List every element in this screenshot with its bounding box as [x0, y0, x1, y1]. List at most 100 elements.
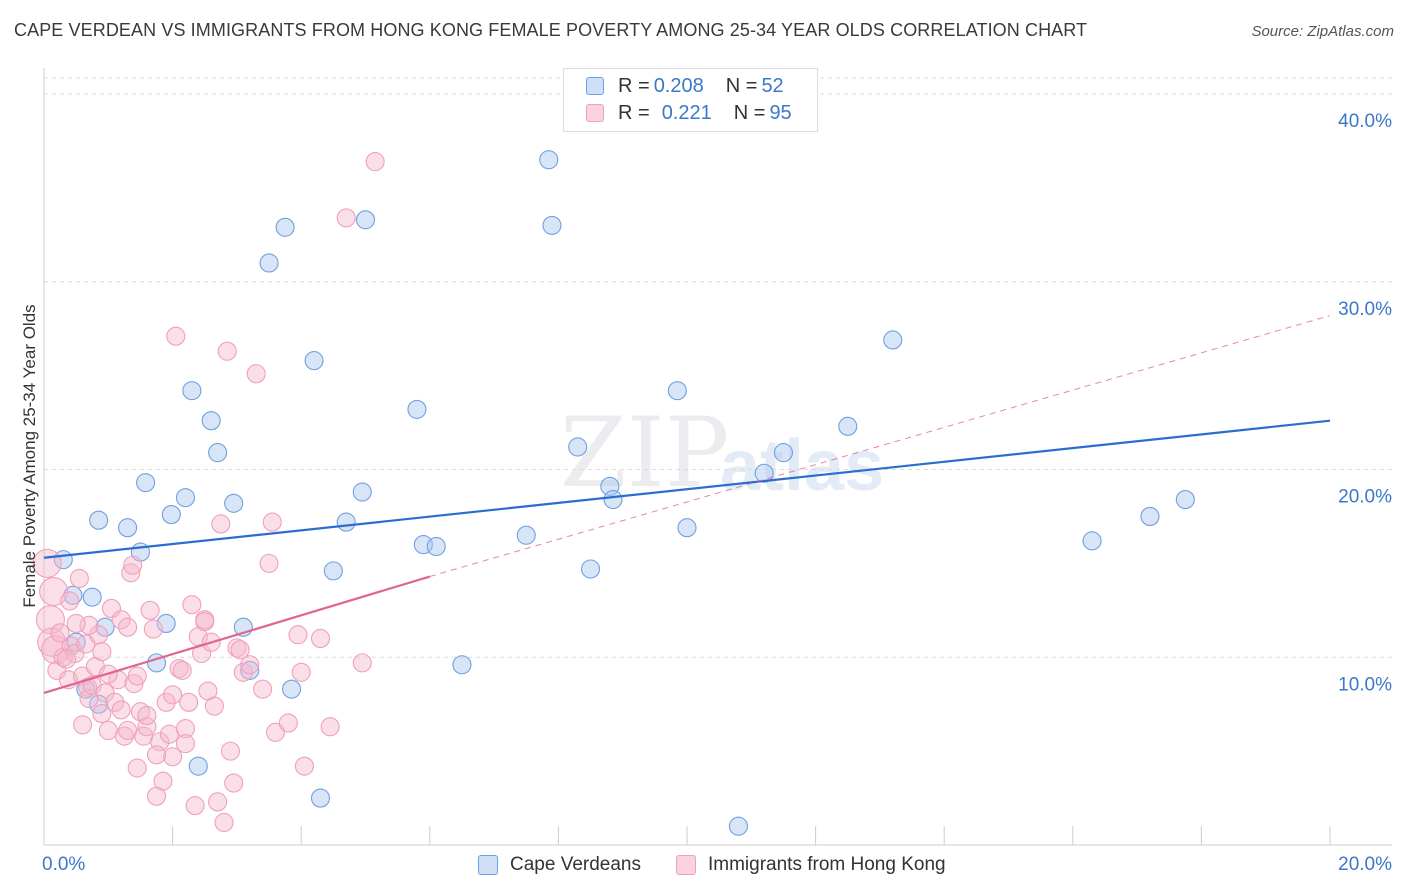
point-cape-verdean	[224, 493, 244, 513]
point-hong-kong	[50, 623, 70, 643]
axes	[43, 68, 1392, 846]
point-hong-kong	[118, 617, 138, 637]
point-cape-verdean	[728, 816, 748, 836]
legend-label: Immigrants from Hong Kong	[708, 854, 946, 875]
r-value: 0.208	[653, 74, 704, 97]
point-hong-kong	[56, 649, 77, 669]
point-hong-kong	[53, 647, 73, 667]
point-hong-kong	[233, 662, 253, 682]
y-tick-label: 40.0%	[1338, 111, 1392, 132]
point-cape-verdean	[355, 210, 376, 230]
point-hong-kong	[92, 704, 112, 724]
point-hong-kong	[204, 696, 224, 716]
y-axis-label: Female Poverty Among 25-34 Year Olds	[20, 304, 39, 608]
x-tick-label: 20.0%	[1338, 854, 1392, 875]
point-cape-verdean	[182, 381, 202, 401]
trend-line-hong-kong-extension	[429, 315, 1331, 577]
point-cape-verdean	[677, 518, 697, 538]
point-hong-kong	[69, 568, 89, 588]
point-hong-kong	[127, 758, 147, 778]
point-hong-kong	[111, 610, 131, 630]
point-hong-kong	[240, 655, 260, 675]
point-hong-kong	[259, 553, 279, 573]
r-value: 0.221	[661, 101, 712, 124]
point-hong-kong	[208, 792, 228, 812]
point-hong-kong	[320, 717, 340, 737]
n-value: 95	[769, 101, 792, 124]
point-hong-kong	[175, 734, 196, 754]
point-cape-verdean	[773, 443, 794, 463]
point-cape-verdean	[539, 150, 559, 170]
point-hong-kong	[137, 717, 157, 737]
point-cape-verdean	[516, 525, 536, 545]
r-label: R =	[618, 74, 650, 97]
point-hong-kong	[73, 715, 93, 735]
point-cape-verdean	[275, 217, 295, 237]
point-hong-kong	[230, 640, 250, 660]
point-hong-kong	[166, 326, 186, 346]
point-hong-kong	[294, 756, 314, 776]
point-hong-kong	[98, 720, 118, 741]
point-hong-kong	[182, 595, 202, 615]
point-hong-kong	[159, 724, 179, 744]
point-hong-kong	[76, 634, 96, 654]
chart-title: CAPE VERDEAN VS IMMIGRANTS FROM HONG KON…	[14, 20, 1088, 40]
point-cape-verdean	[426, 536, 446, 557]
point-hong-kong	[185, 796, 205, 816]
point-hong-kong	[214, 812, 234, 833]
point-cape-verdean	[542, 215, 562, 235]
point-hong-kong	[169, 658, 189, 679]
legend-item-hong-kong: Immigrants from Hong Kong	[676, 854, 946, 876]
x-tick-label: 0.0%	[42, 854, 85, 875]
watermark-atlas: atlas	[720, 426, 884, 506]
point-hong-kong	[291, 662, 311, 682]
point-cape-verdean	[161, 505, 181, 525]
point-hong-kong	[143, 619, 163, 639]
n-label: N =	[725, 74, 758, 97]
trend-line-cape-verdeans	[43, 419, 1331, 559]
point-cape-verdean	[136, 473, 156, 493]
point-cape-verdean	[259, 253, 279, 273]
point-cape-verdean	[240, 660, 260, 680]
stats-row-cape-verdeans: R = 0.208 N = 52	[586, 75, 784, 97]
point-hong-kong	[121, 563, 141, 583]
point-hong-kong	[365, 152, 385, 172]
point-cape-verdean	[310, 788, 331, 808]
point-cape-verdean	[1140, 506, 1160, 526]
legend-swatch-cape-verdeans	[478, 855, 498, 875]
point-hong-kong	[66, 613, 86, 634]
point-hong-kong	[224, 773, 244, 793]
point-hong-kong	[163, 747, 183, 767]
legend-swatch-hong-kong	[676, 855, 696, 875]
point-hong-kong	[352, 653, 372, 673]
n-label: N =	[733, 101, 766, 124]
point-hong-kong	[172, 660, 192, 680]
point-cape-verdean	[407, 399, 427, 419]
y-tick-label: 20.0%	[1338, 487, 1392, 508]
n-value: 52	[761, 74, 784, 97]
point-cape-verdean	[156, 613, 176, 634]
tick-labels: 10.0% 20.0% 30.0% 40.0% 0.0% 20.0%	[42, 111, 1392, 875]
point-cape-verdean	[82, 587, 102, 607]
legend-label: Cape Verdeans	[510, 854, 641, 875]
point-cape-verdean	[452, 655, 472, 675]
point-cape-verdean	[201, 411, 221, 431]
swatch-hong-kong	[586, 104, 604, 122]
point-hong-kong	[253, 679, 273, 699]
point-cape-verdean	[95, 617, 115, 637]
point-cape-verdean	[208, 443, 228, 463]
point-cape-verdean	[188, 756, 208, 776]
point-cape-verdean	[89, 510, 109, 530]
stats-legend: R = 0.208 N = 52 R = 0.221 N = 95	[563, 68, 818, 132]
point-hong-kong	[220, 741, 241, 761]
data-points	[32, 150, 1195, 836]
point-hong-kong	[265, 722, 286, 742]
point-hong-kong	[179, 692, 199, 712]
point-hong-kong	[137, 705, 157, 726]
point-hong-kong	[211, 514, 231, 534]
point-cape-verdean	[63, 585, 83, 605]
point-cape-verdean	[336, 512, 356, 532]
y-tick-label: 30.0%	[1338, 299, 1392, 320]
source-label: Source: ZipAtlas.com	[1251, 23, 1394, 40]
